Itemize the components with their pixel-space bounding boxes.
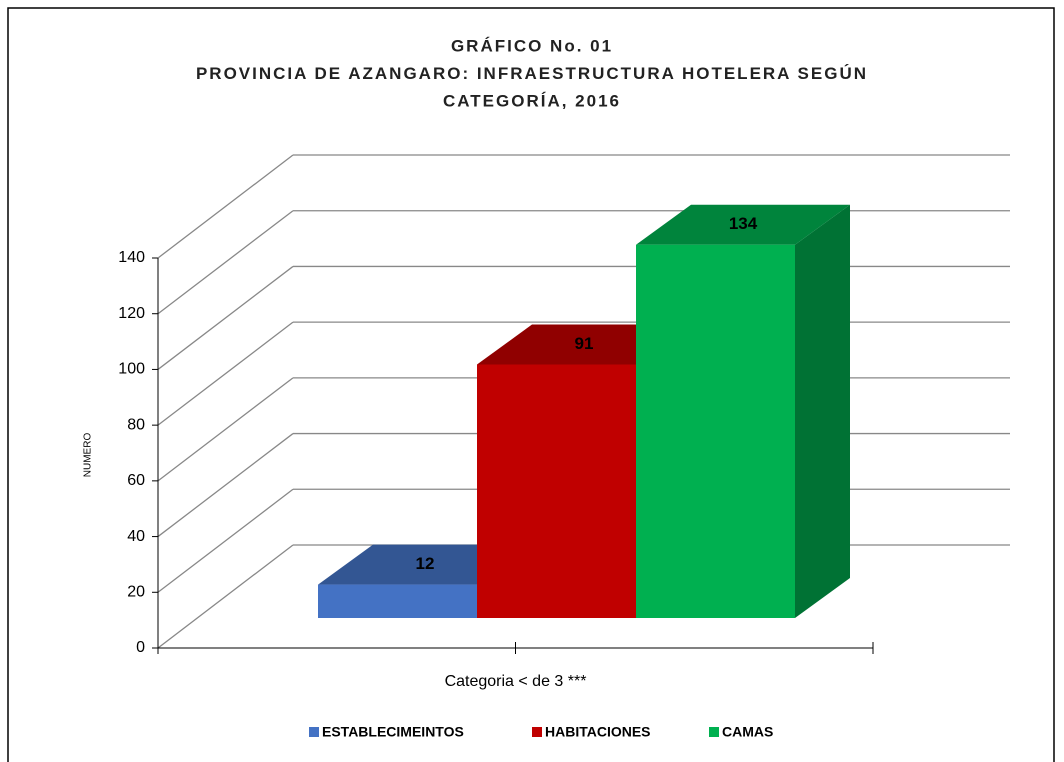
- value-label: 12: [416, 554, 435, 573]
- y-tick-label: 80: [127, 416, 145, 433]
- value-label: 91: [575, 334, 594, 353]
- chart-title: GRÁFICO No. 01: [451, 36, 613, 55]
- chart-title: CATEGORÍA, 2016: [443, 91, 621, 110]
- value-label: 134: [729, 214, 758, 233]
- grid-line: [157, 544, 294, 649]
- y-axis-label: NUMERO: [83, 433, 94, 478]
- grid-line: [157, 210, 294, 315]
- bar-side: [795, 204, 850, 618]
- bar: [318, 584, 477, 618]
- grid-line: [157, 433, 294, 538]
- grid-line: [157, 488, 294, 593]
- bar: [477, 364, 636, 618]
- y-tick-label: 100: [118, 361, 145, 378]
- grid-line: [157, 265, 294, 370]
- legend-swatch: [532, 727, 542, 737]
- y-tick-label: 120: [118, 305, 145, 322]
- legend-swatch: [309, 727, 319, 737]
- grid-line: [157, 377, 294, 482]
- y-tick-label: 40: [127, 528, 145, 545]
- bar: [636, 244, 795, 618]
- y-tick-label: 0: [136, 639, 145, 656]
- chart-frame: [7, 7, 1055, 762]
- legend-label: ESTABLECIMEINTOS: [322, 724, 464, 740]
- grid-line: [157, 154, 294, 259]
- chart-title: PROVINCIA DE AZANGARO: INFRAESTRUCTURA H…: [196, 64, 868, 83]
- bar-top: [636, 204, 850, 245]
- grid-line: [157, 321, 294, 426]
- x-tick-label: Categoria < de 3 ***: [445, 673, 587, 690]
- legend-swatch: [709, 727, 719, 737]
- y-tick-label: 60: [127, 472, 145, 489]
- legend-label: CAMAS: [722, 724, 773, 740]
- y-tick-label: 20: [127, 584, 145, 601]
- y-tick-label: 140: [118, 249, 145, 266]
- legend-label: HABITACIONES: [545, 724, 651, 740]
